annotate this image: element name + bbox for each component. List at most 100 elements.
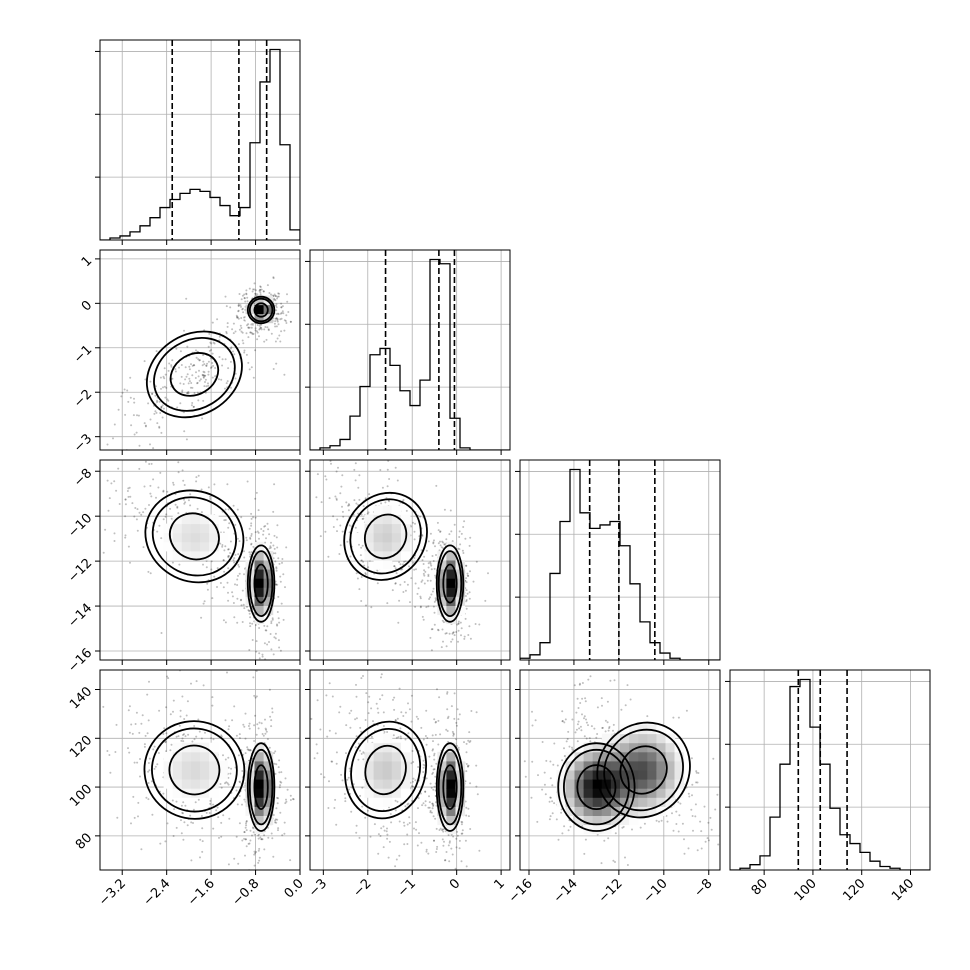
scatter-point	[575, 711, 578, 714]
scatter-point	[252, 831, 255, 834]
scatter-point	[274, 294, 277, 297]
density-cell	[574, 788, 585, 798]
scatter-point	[241, 339, 244, 342]
scatter-point	[431, 590, 434, 593]
contour-level	[442, 563, 458, 604]
density-cell	[592, 788, 603, 798]
scatter-point	[410, 720, 413, 723]
density-cell	[583, 760, 594, 771]
scatter-point	[269, 546, 272, 549]
scatter-point	[359, 794, 362, 797]
scatter-point	[366, 512, 369, 515]
scatter-point	[549, 796, 552, 799]
scatter-point	[584, 697, 587, 700]
scatter-point	[227, 599, 230, 602]
scatter-point	[245, 536, 248, 539]
density-cell	[674, 788, 685, 798]
scatter-point	[103, 482, 105, 484]
scatter-point	[156, 399, 159, 402]
scatter-point	[167, 399, 170, 402]
scatter-point	[138, 467, 141, 470]
scatter-point	[253, 694, 256, 697]
scatter-point	[166, 675, 169, 678]
scatter-point	[429, 579, 432, 582]
scatter-point	[277, 295, 280, 298]
scatter-point	[255, 640, 258, 643]
scatter-point	[430, 564, 433, 567]
scatter-point	[319, 535, 322, 538]
scatter-point	[224, 758, 227, 761]
scatter-point	[247, 323, 250, 326]
scatter-point	[348, 767, 351, 770]
scatter-point	[320, 773, 323, 776]
scatter-point	[410, 762, 413, 765]
scatter-point	[182, 812, 184, 815]
scatter-point	[437, 629, 440, 632]
scatter-point	[192, 405, 195, 408]
scatter-point	[164, 458, 166, 460]
scatter-point	[110, 482, 113, 485]
scatter-point	[344, 800, 347, 803]
scatter-point	[210, 568, 213, 571]
scatter-point	[254, 327, 257, 330]
scatter-point	[149, 443, 151, 446]
scatter-point	[420, 841, 423, 844]
scatter-point	[254, 329, 257, 332]
scatter-point	[427, 852, 430, 855]
scatter-point	[452, 835, 455, 838]
y-tick-label: −2	[71, 387, 95, 411]
scatter-point	[475, 764, 478, 767]
density-cell	[629, 751, 639, 762]
scatter-point	[213, 575, 216, 578]
scatter-point	[357, 758, 360, 761]
density-cell	[373, 505, 384, 516]
density-cell	[647, 751, 657, 762]
scatter-point	[201, 840, 204, 843]
panel-2-2	[515, 459, 721, 665]
scatter-point	[465, 564, 467, 567]
scatter-point	[147, 402, 150, 405]
scatter-point	[181, 811, 184, 814]
scatter-point	[278, 646, 281, 649]
scatter-point	[224, 358, 227, 361]
scatter-point	[116, 816, 119, 819]
scatter-point	[164, 515, 167, 518]
scatter-point	[179, 402, 182, 405]
scatter-point	[423, 569, 426, 572]
scatter-point	[278, 334, 281, 337]
scatter-point	[343, 793, 346, 795]
density-cell	[200, 751, 210, 762]
scatter-point	[195, 356, 198, 359]
scatter-point	[162, 489, 165, 492]
scatter-point	[263, 848, 266, 851]
scatter-point	[553, 742, 556, 745]
scatter-point	[247, 336, 250, 339]
scatter-point	[442, 830, 445, 833]
scatter-point	[328, 497, 331, 500]
scatter-point	[593, 727, 596, 730]
scatter-point	[232, 504, 235, 507]
scatter-point	[254, 497, 257, 500]
density-cell	[674, 751, 685, 762]
scatter-point	[393, 708, 396, 711]
density-cell	[574, 760, 585, 771]
scatter-point	[236, 316, 239, 319]
density-cell	[656, 797, 666, 807]
scatter-point	[243, 556, 246, 559]
scatter-point	[456, 830, 459, 833]
scatter-point	[277, 797, 280, 800]
scatter-point	[432, 748, 434, 751]
x-tick-label: −10	[641, 876, 671, 906]
scatter-point	[250, 323, 253, 326]
density-cell	[373, 751, 384, 762]
scatter-point	[455, 721, 458, 724]
scatter-point	[687, 792, 690, 795]
scatter-point	[208, 812, 211, 814]
scatter-point	[219, 542, 222, 545]
scatter-point	[258, 652, 261, 655]
density-cell	[665, 770, 676, 780]
scatter-point	[260, 326, 263, 329]
scatter-point	[249, 331, 252, 334]
scatter-point	[150, 495, 153, 498]
scatter-point	[419, 606, 422, 609]
